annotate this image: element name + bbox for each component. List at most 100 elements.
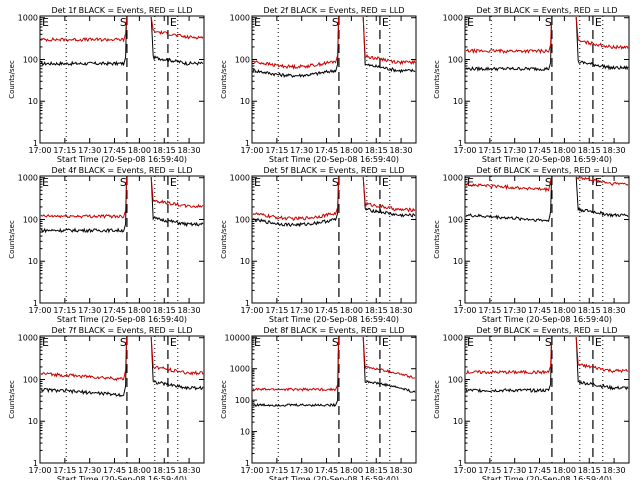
series-line-events-after [362,16,416,74]
x-tick-label: 18:15 [153,306,176,315]
end-marker-label: E [254,176,261,189]
x-tick-label: 17:30 [78,466,101,475]
series-line-lld-after [362,336,416,379]
y-axis-label: Counts/sec [433,60,441,99]
y-tick-label: 100 [23,375,38,384]
x-tick-label: 18:30 [603,306,626,315]
y-tick-label: 100 [448,375,463,384]
series-line-lld [252,336,340,392]
x-tick-label: 17:00 [240,466,263,475]
x-tick-label: 17:15 [265,146,288,155]
series-line-events-after [362,336,416,393]
series-line-events [465,176,553,223]
x-tick-label: 18:00 [340,306,363,315]
series-line-lld-after [150,176,204,209]
y-tick-label: 1 [33,299,38,308]
end-marker-label: E [382,176,389,189]
x-axis-label: Start Time (20-Sep-08 16:59:40) [57,475,187,480]
plot-frame [251,15,417,144]
x-tick-label: 18:00 [128,146,151,155]
y-axis-label: Counts/sec [220,220,228,259]
series-line-lld [466,176,553,193]
y-axis-label: Counts/sec [220,380,228,419]
panel-title: Det 9f BLACK = Events, RED = LLD [476,326,617,335]
x-axis-label: Start Time (20-Sep-08 16:59:40) [482,155,612,164]
x-tick-label: 17:45 [103,146,126,155]
x-tick-label: 17:15 [265,466,288,475]
y-axis-label: Counts/sec [8,380,16,419]
series-line-lld-after [150,16,204,40]
start-marker-label: S [545,336,552,349]
x-tick-label: 18:15 [578,306,601,315]
panel-title: Det 3f BLACK = Events, RED = LLD [476,6,617,15]
y-tick-label: 100 [448,55,463,64]
panel-det-1: Det 1f BLACK = Events, RED = LLD 1 10 100 10… [8,6,205,164]
x-tick-label: 17:15 [265,306,288,315]
x-tick-label: 18:15 [578,146,601,155]
x-tick-label: 17:30 [290,306,313,315]
plot-frame [39,175,205,304]
series-line-events [252,336,340,408]
panel-det-5: Det 5f BLACK = Events, RED = LLD 1 10 100 10… [220,166,417,324]
series-line-lld-after [575,176,629,186]
series-line-lld-after [362,176,416,213]
x-tick-label: 17:15 [53,466,76,475]
series-line-events [252,16,340,79]
x-tick-label: 18:30 [390,146,413,155]
y-tick-label: 100 [23,215,38,224]
y-axis-label: Counts/sec [8,220,16,259]
x-tick-label: 17:45 [315,466,338,475]
y-axis-label: Counts/sec [433,220,441,259]
y-tick-label: 100 [448,215,463,224]
start-marker-label: S [545,16,552,29]
x-tick-label: 18:00 [553,466,576,475]
series-line-lld-after [575,16,629,50]
y-tick-label: 10 [453,257,463,266]
end-marker-label: E [170,176,177,189]
x-tick-label: 17:45 [315,146,338,155]
panel-det-4: Det 4f BLACK = Events, RED = LLD 1 10 100 10… [8,166,205,324]
x-tick-label: 17:45 [103,306,126,315]
start-marker-label: S [120,336,127,349]
end-marker-label: E [595,176,602,189]
panel-title: Det 4f BLACK = Events, RED = LLD [51,166,192,175]
y-tick-label: 100 [235,215,250,224]
end-marker-label: E [382,16,389,29]
y-tick-label: 1000 [230,365,250,374]
plot-frame [251,175,417,304]
plot-frame [39,15,205,144]
start-marker-label: S [120,16,127,29]
x-axis-label: Start Time (20-Sep-08 16:59:40) [57,315,187,324]
x-tick-label: 17:00 [28,146,51,155]
x-tick-label: 17:00 [453,306,476,315]
x-axis-label: Start Time (20-Sep-08 16:59:40) [57,155,187,164]
panel-det-2: Det 2f BLACK = Events, RED = LLD 1 10 100 10… [220,6,417,164]
y-tick-label: 10 [28,257,38,266]
y-axis-label: Counts/sec [220,60,228,99]
panel-det-8: Det 8f BLACK = Events, RED = LLD 1 10 100 10… [220,326,417,480]
x-tick-label: 18:30 [390,306,413,315]
x-tick-label: 17:30 [503,306,526,315]
x-tick-label: 18:15 [153,466,176,475]
series-line-events-after [150,336,204,391]
series-line-events-after [575,336,629,391]
end-marker-label: E [595,16,602,29]
y-tick-label: 1000 [230,14,250,23]
y-tick-label: 1 [33,139,38,148]
series-line-events-after [575,16,629,71]
panel-title: Det 2f BLACK = Events, RED = LLD [263,6,404,15]
end-marker-label: E [42,16,49,29]
y-tick-label: 1000 [443,174,463,183]
x-axis-label: Start Time (20-Sep-08 16:59:40) [269,155,399,164]
y-tick-label: 1000 [18,174,38,183]
series-line-lld [40,176,128,219]
end-marker-label: E [170,16,177,29]
panel-title: Det 5f BLACK = Events, RED = LLD [263,166,404,175]
x-tick-label: 18:00 [553,146,576,155]
x-tick-label: 18:15 [578,466,601,475]
y-tick-label: 1000 [230,174,250,183]
series-line-events [40,176,128,234]
y-tick-label: 10000 [225,333,250,342]
x-axis-label: Start Time (20-Sep-08 16:59:40) [269,475,399,480]
